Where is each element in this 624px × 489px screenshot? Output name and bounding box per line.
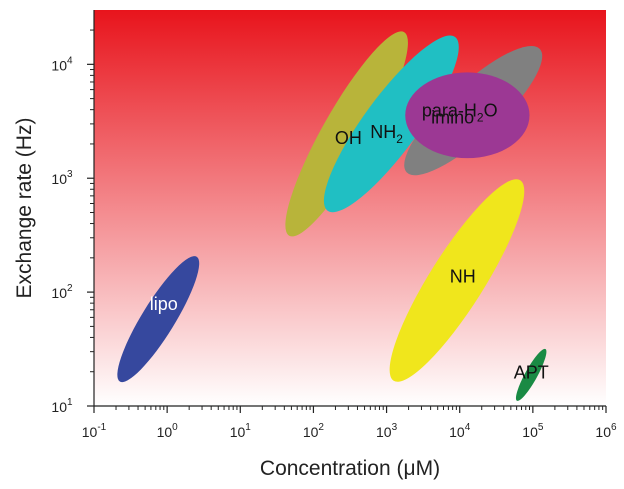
- x-tick-label: 102: [303, 422, 325, 440]
- x-tick-label: 105: [522, 422, 544, 440]
- region-label-oh: OH: [335, 128, 362, 148]
- x-tick-label: 103: [376, 422, 398, 440]
- y-axis-label: Exchange rate (Hz): [13, 118, 36, 299]
- x-tick-label: 101: [230, 422, 252, 440]
- region-label-nh: NH: [450, 266, 476, 286]
- y-tick-label: 103: [51, 169, 73, 187]
- x-tick-label: 104: [449, 422, 471, 440]
- x-tick-label: 100: [157, 422, 179, 440]
- region-imino: [405, 72, 530, 159]
- region-lipo: [117, 256, 200, 383]
- region-label-para-h2o: para-H2O: [422, 101, 498, 125]
- regions-layer: [117, 31, 547, 401]
- region-label-imino: imino: [431, 107, 474, 127]
- x-tick-label: 10-1: [82, 422, 107, 440]
- region-label-lipo: lipo: [150, 294, 178, 314]
- x-axis-label: Concentration (μM): [260, 457, 440, 480]
- region-apt: [515, 348, 547, 401]
- region-nh: [389, 179, 525, 382]
- region-label-apt: APT: [514, 363, 549, 383]
- y-tick-label: 101: [51, 397, 73, 415]
- region-oh: [285, 31, 408, 237]
- region-nh2: [323, 35, 459, 213]
- x-tick-label: 106: [595, 422, 617, 440]
- y-tick-label: 102: [51, 283, 73, 301]
- y-tick-label: 104: [51, 55, 73, 73]
